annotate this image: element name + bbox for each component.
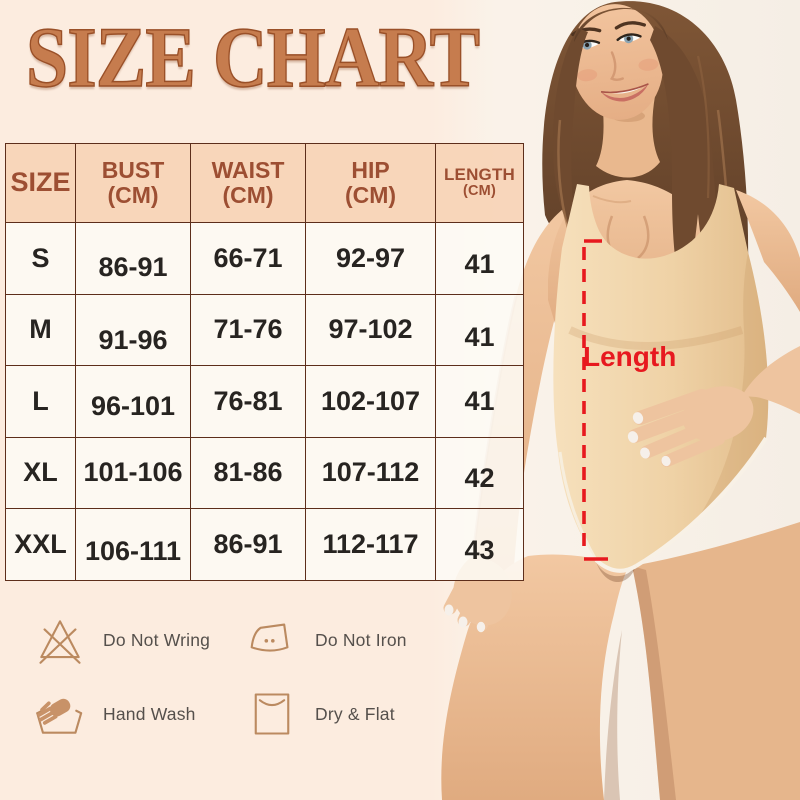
- size-row-xl: XL 101-106 81-86 107-112 42: [5, 436, 524, 509]
- care-item-do-not-iron: Do Not Iron: [246, 614, 407, 666]
- header-unit: (CM): [107, 182, 159, 208]
- size-cell: XXL: [5, 508, 76, 581]
- eyes: [574, 33, 642, 50]
- bust-cell: 96-101: [75, 365, 191, 438]
- bust-cell: 86-91: [75, 222, 191, 295]
- length-annotation: Length: [583, 341, 676, 372]
- length-cell: 41: [435, 222, 524, 295]
- care-item-do-not-wring: Do Not Wring: [34, 614, 246, 666]
- size-row-s: S 86-91 66-71 92-97 41: [5, 222, 524, 295]
- header-unit: (CM): [222, 182, 274, 208]
- hip-cell: 107-112: [305, 436, 436, 509]
- lips: [600, 83, 649, 102]
- length-cell: 41: [435, 365, 524, 438]
- hip-cell: 112-117: [305, 508, 436, 581]
- care-label: Do Not Iron: [315, 629, 407, 650]
- header-label: LENGTH: [443, 164, 516, 184]
- waist-cell: 71-76: [190, 293, 306, 366]
- bust-cell: 91-96: [75, 293, 191, 366]
- header-unit: (CM): [462, 183, 496, 200]
- waist-cell: 86-91: [190, 508, 306, 581]
- header-cell-waist: WAIST (CM): [190, 143, 306, 223]
- left-hand: [627, 386, 754, 467]
- care-label: Do Not Wring: [103, 629, 211, 650]
- length-measurement-line: [582, 239, 608, 561]
- care-instructions: Do Not Wring Do Not Iron: [34, 614, 407, 740]
- size-row-l: L 96-101 76-81 102-107 41: [5, 365, 524, 438]
- left-arm: [627, 190, 800, 467]
- size-cell: M: [5, 293, 76, 366]
- header-cell-bust: BUST (CM): [75, 143, 191, 223]
- header-label: BUST: [101, 156, 165, 183]
- hip-cell: 92-97: [305, 222, 436, 295]
- waist-cell: 76-81: [190, 365, 306, 438]
- bust-cell: 106-111: [75, 508, 191, 581]
- header-unit: (CM): [344, 182, 397, 208]
- header-label: WAIST: [211, 156, 285, 183]
- size-cell: XL: [5, 436, 76, 509]
- header-cell-size: SIZE: [5, 143, 76, 223]
- care-label: Hand Wash: [103, 703, 196, 724]
- header-cell-hip: HIP (CM): [305, 143, 436, 223]
- size-row-m: M 91-96 71-76 97-102 41: [5, 293, 524, 366]
- page-title: SIZE CHART: [25, 9, 480, 105]
- hip-cell: 102-107: [305, 365, 436, 438]
- bust-cell: 101-106: [75, 436, 191, 509]
- hand-wash-icon: [34, 688, 86, 740]
- header-row: SIZE BUST (CM) WAIST (CM) HIP (CM) LENGT…: [5, 143, 524, 223]
- do-not-wring-icon: [34, 614, 86, 666]
- hip-cell: 97-102: [305, 293, 436, 366]
- care-item-dry-flat: Dry & Flat: [246, 688, 407, 740]
- size-cell: L: [5, 365, 76, 438]
- header-label: SIZE: [10, 167, 71, 198]
- length-cell: 42: [435, 436, 524, 509]
- header-cell-length: LENGTH (CM): [435, 143, 524, 223]
- length-cell: 41: [435, 293, 524, 366]
- header-label: HIP: [351, 156, 390, 183]
- waist-cell: 66-71: [190, 222, 306, 295]
- waist-cell: 81-86: [190, 436, 306, 509]
- dry-flat-icon: [246, 688, 298, 740]
- face: [570, 4, 664, 120]
- care-item-hand-wash: Hand Wash: [34, 688, 246, 740]
- size-chart-table: SIZE BUST (CM) WAIST (CM) HIP (CM) LENGT…: [5, 143, 524, 581]
- bodysuit: [553, 184, 769, 573]
- length-cell: 43: [435, 508, 524, 581]
- care-label: Dry & Flat: [315, 703, 395, 724]
- size-row-xxl: XXL 106-111 86-91 112-117 43: [5, 508, 524, 581]
- do-not-iron-icon: [246, 614, 298, 666]
- size-cell: S: [5, 222, 76, 295]
